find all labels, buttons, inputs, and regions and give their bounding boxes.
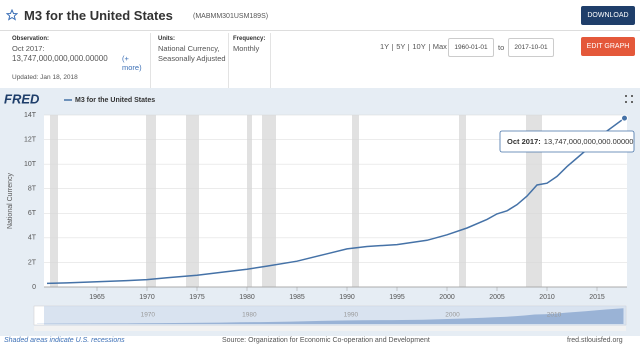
units-label: Units: — [158, 36, 175, 42]
separator — [150, 33, 151, 88]
y-tick-label: 2T — [28, 259, 37, 266]
y-axis-label: National Currency — [7, 172, 14, 229]
series-id: (MABMM301USM189S) — [193, 13, 269, 20]
tooltip-date: Oct 2017: — [507, 137, 541, 146]
navigator-label: 1980 — [242, 312, 257, 319]
frequency: Monthly — [233, 44, 260, 53]
recession-band — [262, 115, 276, 287]
legend-label: M3 for the United States — [75, 97, 155, 104]
observation-value: 13,747,000,000,000.00000 — [12, 54, 108, 63]
range-separator — [392, 43, 394, 51]
x-tick-label: 1975 — [189, 294, 205, 301]
fred-logo: FRED — [4, 91, 40, 106]
x-tick-label: 2005 — [489, 294, 505, 301]
recession-band — [352, 115, 359, 287]
star-icon[interactable] — [6, 9, 18, 21]
y-tick-label: 6T — [28, 210, 37, 217]
x-tick-label: 1990 — [339, 294, 355, 301]
separator — [270, 33, 271, 88]
hover-point — [621, 114, 628, 122]
recession-band — [146, 115, 156, 287]
range-button[interactable]: 10Y — [412, 42, 426, 51]
tooltip — [499, 130, 635, 153]
end-date[interactable]: 2017-10-01 — [508, 38, 554, 57]
observation-label: Observation: — [12, 36, 50, 42]
recession-band — [247, 115, 252, 287]
recession-note: Shaded areas indicate U.S. recessions — [4, 337, 125, 344]
y-tick-label: 0 — [32, 284, 36, 291]
edit-graph-button[interactable]: EDIT GRAPH — [581, 37, 635, 56]
y-tick-label: 8T — [28, 186, 37, 193]
scrollbar[interactable] — [34, 326, 626, 331]
x-tick-label: 1970 — [139, 294, 155, 301]
fullscreen-icon[interactable] — [631, 101, 633, 103]
tooltip-value: 13,747,000,000,000.00000 — [544, 137, 634, 146]
separator — [228, 33, 229, 88]
x-tick-label: 1965 — [89, 294, 105, 301]
y-tick-label: 4T — [28, 235, 37, 242]
navigator-label: 1990 — [344, 312, 359, 319]
more-link[interactable]: (+ more) — [122, 54, 142, 72]
source: Source: Organization for Economic Co-ope… — [222, 337, 430, 344]
y-tick-label: 14T — [24, 112, 37, 119]
range-button[interactable]: Max — [432, 42, 447, 51]
range-separator — [408, 43, 410, 51]
fullscreen-icon[interactable] — [631, 95, 633, 97]
start-date[interactable]: 1960-01-01 — [448, 38, 494, 57]
site: fred.stlouisfed.org — [567, 337, 623, 344]
fullscreen-icon[interactable] — [625, 101, 627, 103]
y-tick-label: 10T — [24, 161, 37, 168]
title: M3 for the United States — [24, 8, 173, 23]
range-button[interactable]: 1Y — [380, 42, 390, 51]
observation-date: Oct 2017: — [12, 44, 45, 53]
data-line — [46, 117, 625, 285]
x-tick-label: 2010 — [539, 294, 555, 301]
range-buttons: 1Y 5Y 10Y Max — [380, 42, 447, 51]
x-tick-label: 1985 — [289, 294, 305, 301]
updated: Updated: Jan 18, 2018 — [12, 74, 78, 81]
frequency-label: Frequency: — [233, 36, 266, 42]
chart: FRED M3 for the United States National C… — [0, 88, 640, 336]
recession-band — [186, 115, 199, 287]
navigator-label: 1970 — [141, 312, 156, 319]
x-tick-label: 1995 — [389, 294, 405, 301]
tooltip-text: Oct 2017: 13,747,000,000,000.00000 — [507, 137, 633, 146]
download-button[interactable]: DOWNLOAD — [581, 6, 635, 25]
navigator-line — [37, 308, 624, 324]
recession-band — [526, 115, 542, 287]
y-tick-label: 12T — [24, 136, 37, 143]
fullscreen-icon[interactable] — [625, 95, 627, 97]
range-button[interactable]: 5Y — [396, 42, 406, 51]
divider — [0, 30, 640, 31]
recession-band — [50, 115, 58, 287]
x-tick-label: 2000 — [439, 294, 455, 301]
to-label: to — [498, 43, 505, 52]
navigator-label: 2000 — [445, 312, 460, 319]
x-tick-label: 1980 — [239, 294, 255, 301]
navigator-label: 2010 — [547, 312, 562, 319]
units: National Currency, Seasonally Adjusted — [158, 44, 226, 63]
range-separator — [428, 43, 430, 51]
x-tick-label: 2015 — [589, 294, 605, 301]
recession-band — [459, 115, 466, 287]
